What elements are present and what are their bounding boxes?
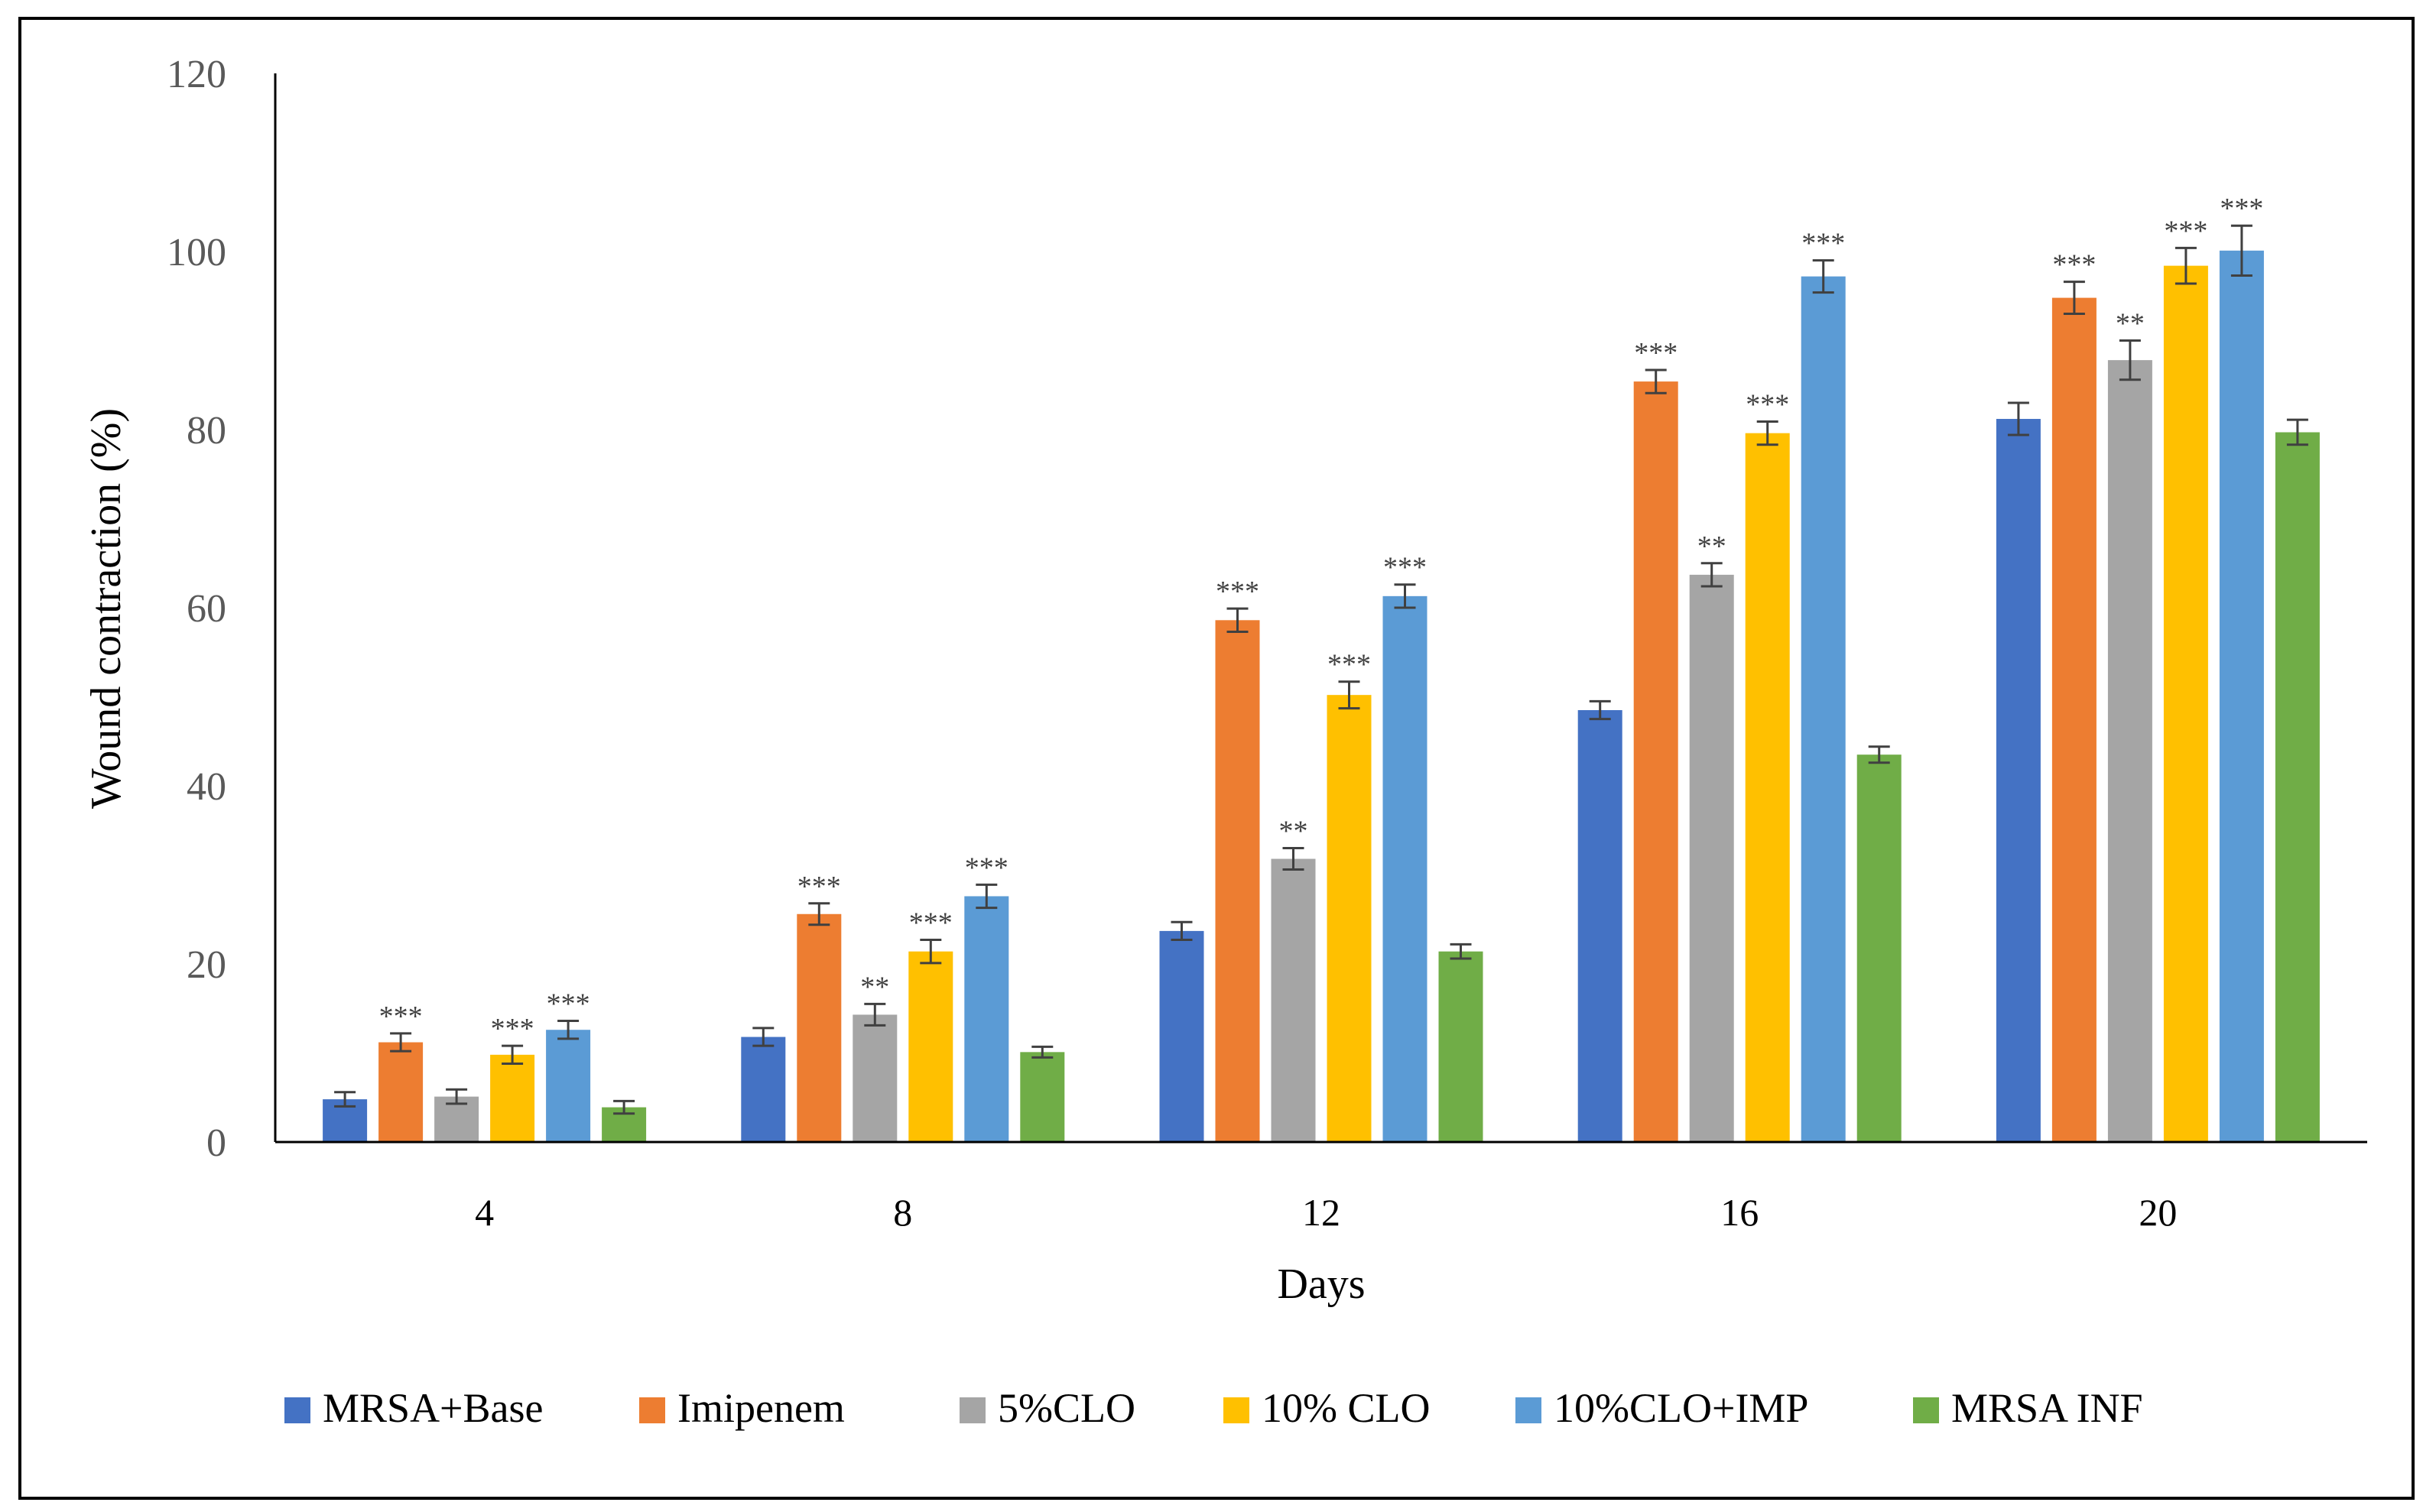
significance-layer: *** *************************************… [379, 193, 2264, 1045]
legend-swatch [1223, 1397, 1249, 1423]
bar [1327, 695, 1372, 1142]
significance-marker: *** [1383, 552, 1427, 584]
bar [1382, 595, 1427, 1142]
bar [2219, 250, 2264, 1143]
bar [2051, 297, 2097, 1143]
bar [908, 951, 953, 1142]
bar [1856, 754, 1902, 1142]
bar [1689, 574, 1734, 1142]
significance-marker: ** [1279, 816, 1308, 848]
legend: MRSA+Base Imipenem 5%CLO 10% CLO 10%CLO+IMP M… [284, 1385, 2143, 1431]
legend-label: 10%CLO+IMP [1554, 1385, 1808, 1431]
y-tick-label: 60 [187, 587, 226, 631]
y-axis: 0 20 40 60 80 100 120 [167, 53, 277, 1165]
legend-swatch [960, 1397, 986, 1423]
legend-label: 10% CLO [1262, 1385, 1430, 1431]
bar [1801, 276, 1846, 1142]
bar [1271, 858, 1316, 1142]
significance-marker: *** [2164, 215, 2207, 247]
significance-marker: *** [2052, 249, 2096, 281]
bar [2107, 360, 2152, 1142]
bar [853, 1014, 898, 1142]
significance-marker: ** [2116, 308, 2145, 340]
legend-swatch [639, 1397, 665, 1423]
x-tick-label: 16 [1720, 1191, 1759, 1234]
bar [546, 1030, 591, 1142]
x-tick-label: 12 [1302, 1191, 1340, 1234]
significance-marker: *** [1634, 337, 1678, 369]
legend-label: MRSA INF [1951, 1385, 2143, 1431]
legend-label: Imipenem [677, 1385, 845, 1431]
x-axis-title: Days [1277, 1261, 1365, 1308]
significance-marker: *** [797, 871, 841, 903]
error-bars-layer [334, 224, 2308, 1115]
bar [1996, 419, 2041, 1142]
bars-layer [323, 250, 2320, 1143]
significance-marker: ** [1697, 530, 1726, 563]
bar [1745, 433, 1790, 1142]
significance-marker: *** [1216, 576, 1259, 608]
bar [1438, 951, 1483, 1142]
significance-marker: *** [965, 852, 1009, 884]
significance-marker: *** [909, 907, 953, 939]
y-tick-label: 20 [187, 943, 226, 987]
legend-swatch [1515, 1397, 1541, 1423]
legend-label: MRSA+Base [323, 1385, 543, 1431]
bar [2275, 432, 2320, 1142]
chart-frame [18, 17, 2415, 1500]
significance-marker: *** [1801, 228, 1845, 260]
x-tick-label: 4 [475, 1191, 494, 1234]
y-axis-title: Wound contraction (%) [83, 408, 130, 809]
bar [797, 913, 842, 1142]
bar [1577, 709, 1622, 1142]
bar [1020, 1052, 1065, 1142]
bar [1633, 381, 1678, 1143]
significance-marker: *** [2220, 193, 2263, 225]
bar [741, 1037, 786, 1142]
significance-marker: *** [547, 988, 590, 1020]
y-tick-label: 80 [187, 409, 226, 453]
legend-swatch [1913, 1397, 1939, 1423]
bar [378, 1042, 424, 1142]
legend-swatch [284, 1397, 310, 1423]
x-tick-label: 8 [893, 1191, 912, 1234]
y-tick-label: 0 [206, 1121, 226, 1165]
significance-marker: *** [1327, 649, 1371, 681]
bar [490, 1054, 535, 1142]
x-tick-label: 20 [2139, 1191, 2177, 1234]
bar [2163, 265, 2208, 1142]
y-tick-label: 120 [167, 53, 226, 96]
legend-label: 5%CLO [998, 1385, 1135, 1431]
significance-marker: *** [491, 1013, 534, 1045]
bar [1159, 930, 1204, 1142]
bar [964, 896, 1009, 1142]
x-axis: 4 8 12 16 20 [275, 1140, 2367, 1234]
significance-marker: *** [379, 1001, 423, 1033]
y-tick-label: 100 [167, 231, 226, 274]
significance-marker: ** [860, 971, 889, 1003]
significance-marker: *** [1746, 389, 1789, 421]
bar [1215, 620, 1260, 1142]
y-tick-label: 40 [187, 765, 226, 809]
